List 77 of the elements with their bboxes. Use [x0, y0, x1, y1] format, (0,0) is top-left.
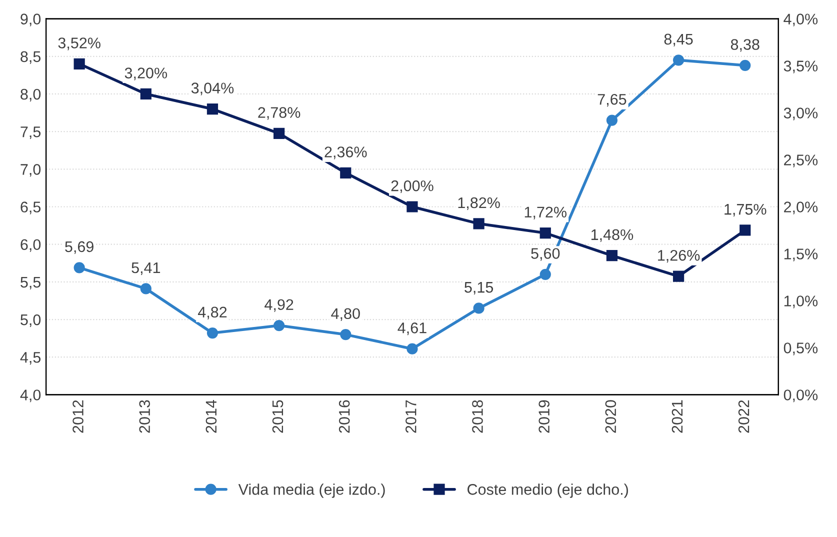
point: [606, 114, 618, 126]
legend-label: Vida media (eje izdo.): [238, 484, 385, 498]
x-tick-label: 2022: [738, 400, 750, 433]
data-label: 8,45: [664, 34, 693, 46]
point: [540, 268, 551, 280]
y2-tick-label: 3,0%: [784, 108, 818, 120]
y2-tick-label: 0,5%: [784, 342, 818, 356]
data-label: 1,75%: [724, 204, 766, 217]
legend-label: Coste medio (eje dcho.): [468, 484, 628, 498]
y-tick-label: 6,0: [20, 239, 41, 252]
data-label: 4,92: [264, 299, 294, 312]
y-tick-label: 9,0: [20, 14, 41, 26]
y2-tick-label: 1,0%: [784, 296, 818, 308]
point: [340, 328, 352, 340]
y2-tick-label: 1,5%: [784, 248, 818, 262]
point: [672, 270, 684, 282]
data-label: 3,20%: [124, 68, 168, 80]
data-label: 2,00%: [391, 180, 434, 194]
data-label: 1,72%: [524, 206, 566, 220]
data-label: 5,69: [65, 241, 94, 254]
x-tick-label: 2020: [605, 400, 616, 433]
y2-tick-label: 0,0%: [784, 390, 818, 402]
data-label: 4,80: [331, 308, 360, 321]
x-tick-label: 2015: [272, 400, 284, 433]
y-tick-label: 7,0: [20, 164, 41, 177]
x-tick-label: 2018: [472, 400, 483, 433]
y-tick-label: 8,0: [20, 88, 41, 102]
data-label: 1,48%: [591, 229, 634, 242]
data-label: 1,26%: [658, 250, 700, 263]
data-label: 4,82: [198, 306, 227, 320]
x-tick-label: 2017: [406, 400, 416, 433]
data-label: 8,38: [730, 39, 760, 52]
y-tick-label: 4,0: [20, 390, 41, 402]
point: [274, 320, 285, 332]
point: [74, 262, 85, 274]
data-label: 4,61: [398, 322, 426, 336]
point: [473, 218, 484, 230]
point: [672, 54, 684, 66]
point: [540, 228, 551, 239]
point: [206, 327, 218, 339]
data-label: 3,52%: [58, 38, 100, 50]
point: [406, 343, 418, 354]
data-label: 3,04%: [191, 82, 234, 96]
y2-tick-label: 2,0%: [784, 202, 818, 214]
point: [740, 224, 751, 236]
y-tick-label: 7,5: [20, 126, 41, 140]
y2-tick-label: 4,0%: [784, 14, 818, 26]
data-label: 5,15: [464, 282, 494, 295]
point: [274, 128, 285, 139]
point: [140, 88, 152, 100]
x-tick-label: 2012: [72, 400, 84, 433]
point: [740, 60, 751, 71]
x-tick-label: 2021: [672, 400, 683, 433]
y2-tick-label: 3,5%: [784, 60, 818, 74]
point: [340, 167, 352, 178]
y-tick-label: 4,5: [20, 352, 41, 365]
x-tick-label: 2016: [338, 400, 350, 433]
data-label: 2,36%: [324, 146, 367, 160]
data-label: 2,78%: [258, 107, 300, 120]
point: [74, 58, 85, 70]
data-label: 1,82%: [458, 197, 500, 210]
y2-tick-label: 2,5%: [784, 154, 818, 168]
point: [406, 201, 418, 212]
y-tick-label: 5,0: [20, 314, 41, 328]
x-tick-label: 2013: [139, 400, 150, 433]
y-tick-label: 6,5: [20, 202, 41, 214]
x-tick-label: 2014: [206, 400, 217, 433]
point: [606, 250, 618, 262]
x-tick-label: 2019: [538, 400, 550, 433]
data-label: 5,60: [531, 248, 560, 261]
point: [473, 302, 484, 314]
point: [140, 283, 152, 294]
y-tick-label: 8,5: [20, 51, 41, 64]
y-tick-label: 5,5: [20, 276, 41, 290]
point: [206, 103, 218, 115]
data-label: 7,65: [598, 94, 626, 107]
data-label: 5,41: [132, 262, 160, 275]
